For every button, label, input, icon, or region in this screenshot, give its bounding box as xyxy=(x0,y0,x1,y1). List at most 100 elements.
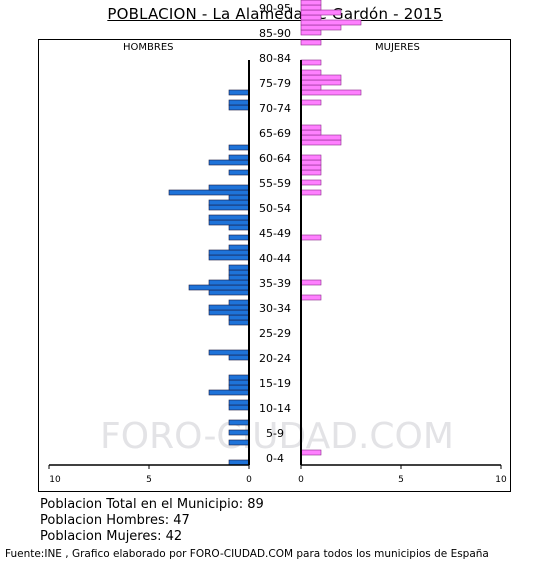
bar-men xyxy=(228,269,250,276)
bar-women xyxy=(300,134,342,141)
age-label: 25-29 xyxy=(259,327,291,340)
bar-women xyxy=(300,79,342,86)
age-label: 50-54 xyxy=(259,202,291,215)
bar-men xyxy=(208,289,250,296)
bar-men xyxy=(228,104,250,111)
bar-men xyxy=(208,199,250,206)
bar-women xyxy=(300,294,322,301)
bar-men xyxy=(228,144,250,151)
x-tick-label: 0 xyxy=(298,475,304,485)
age-label: 5-9 xyxy=(266,427,284,440)
bar-men xyxy=(228,169,250,176)
bar-men xyxy=(228,89,250,96)
bar-men xyxy=(228,399,250,406)
x-tick-label: 5 xyxy=(398,475,404,485)
bar-men xyxy=(228,374,250,381)
bar-men xyxy=(228,264,250,271)
age-label: 80-84 xyxy=(259,52,291,65)
age-label: 65-69 xyxy=(259,127,291,140)
bar-men xyxy=(228,419,250,426)
bar-women xyxy=(300,189,322,196)
bar-women xyxy=(300,164,322,171)
bar-men xyxy=(208,204,250,211)
bar-women xyxy=(300,69,322,76)
bar-men xyxy=(228,404,250,411)
men-label: HOMBRES xyxy=(123,42,174,53)
bar-women xyxy=(300,19,362,26)
age-label: 35-39 xyxy=(259,277,291,290)
age-label: 10-14 xyxy=(259,402,291,415)
age-label: 0-4 xyxy=(266,452,284,465)
bar-men xyxy=(208,159,250,166)
bar-women xyxy=(300,0,322,6)
bar-men xyxy=(208,219,250,226)
x-tick-label: 0 xyxy=(246,475,252,485)
bar-men xyxy=(228,194,250,201)
bar-women xyxy=(300,24,342,31)
bar-men xyxy=(208,279,250,286)
bar-men xyxy=(228,384,250,391)
age-label: 20-24 xyxy=(259,352,291,365)
bar-women xyxy=(300,139,342,146)
bar-men xyxy=(228,379,250,386)
bar-men xyxy=(228,314,250,321)
bar-women xyxy=(300,159,322,166)
bar-men xyxy=(228,274,250,281)
bar-men xyxy=(188,284,250,291)
watermark-text: FORO-CIUDAD.COM xyxy=(100,416,454,457)
bar-women xyxy=(300,169,322,176)
age-label: 75-79 xyxy=(259,77,291,90)
bar-men xyxy=(168,189,250,196)
age-label: 60-64 xyxy=(259,152,291,165)
chart-title: POBLACION - La Alameda de Gardón - 2015 xyxy=(107,5,443,23)
bar-men xyxy=(228,319,250,326)
bar-women xyxy=(300,59,322,66)
bar-men xyxy=(228,224,250,231)
bar-women xyxy=(300,449,322,456)
bar-women xyxy=(300,129,322,136)
age-label: 85-90 xyxy=(259,27,291,40)
bar-men xyxy=(228,439,250,446)
bar-women xyxy=(300,74,342,81)
x-tick-label: 5 xyxy=(146,475,152,485)
bar-women xyxy=(300,4,322,11)
age-label: 55-59 xyxy=(259,177,291,190)
bar-women xyxy=(300,14,322,21)
bar-women xyxy=(300,29,322,36)
women-population: Poblacion Mujeres: 42 xyxy=(40,529,183,544)
bar-women xyxy=(300,99,322,106)
age-label: 40-44 xyxy=(259,252,291,265)
bar-men xyxy=(208,184,250,191)
men-population: Poblacion Hombres: 47 xyxy=(40,513,190,528)
bar-women xyxy=(300,234,322,241)
x-tick-label: 10 xyxy=(49,475,61,485)
bar-men xyxy=(228,244,250,251)
source-note: Fuente:INE , Grafico elaborado por FORO-… xyxy=(5,548,489,560)
bar-men xyxy=(208,389,250,396)
age-label: 45-49 xyxy=(259,227,291,240)
bar-women xyxy=(300,179,322,186)
bar-men xyxy=(208,304,250,311)
total-population: Poblacion Total en el Municipio: 89 xyxy=(40,497,264,512)
age-label: 90-95 xyxy=(259,2,291,15)
bar-women xyxy=(300,279,322,286)
bar-men xyxy=(208,249,250,256)
bar-men xyxy=(228,354,250,361)
bar-men xyxy=(228,299,250,306)
bar-men xyxy=(228,99,250,106)
x-tick-label: 10 xyxy=(495,475,507,485)
women-label: MUJERES xyxy=(375,42,420,53)
bar-men xyxy=(208,254,250,261)
chart-frame xyxy=(38,39,511,492)
bar-women xyxy=(300,124,322,131)
bar-men xyxy=(228,234,250,241)
bar-women xyxy=(300,9,342,16)
bar-men xyxy=(228,154,250,161)
bar-men xyxy=(208,349,250,356)
age-label: 30-34 xyxy=(259,302,291,315)
bar-men xyxy=(228,429,250,436)
age-label: 70-74 xyxy=(259,102,291,115)
bar-women xyxy=(300,154,322,161)
bar-women xyxy=(300,84,322,91)
